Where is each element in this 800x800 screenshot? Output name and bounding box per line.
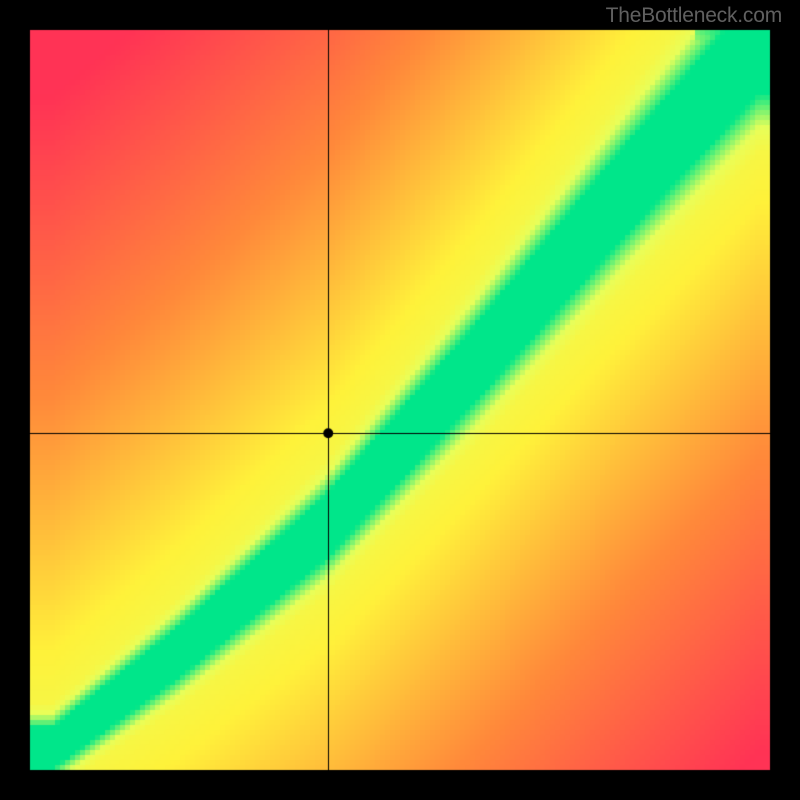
watermark-text: TheBottleneck.com: [606, 4, 782, 28]
chart-container: TheBottleneck.com: [0, 0, 800, 800]
bottleneck-heatmap: [0, 0, 800, 800]
